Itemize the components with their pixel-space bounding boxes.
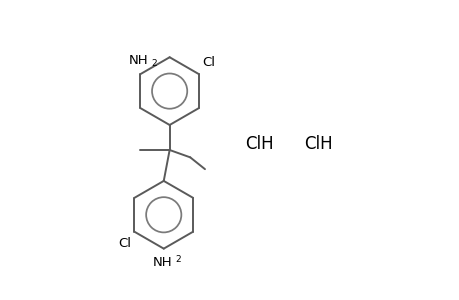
Text: ClH: ClH (303, 135, 332, 153)
Text: ClH: ClH (245, 135, 273, 153)
Text: 2: 2 (151, 59, 157, 68)
Text: 2: 2 (174, 254, 180, 263)
Text: Cl: Cl (202, 56, 214, 69)
Text: NH: NH (129, 54, 148, 67)
Text: NH: NH (152, 256, 172, 269)
Text: Cl: Cl (118, 237, 131, 250)
